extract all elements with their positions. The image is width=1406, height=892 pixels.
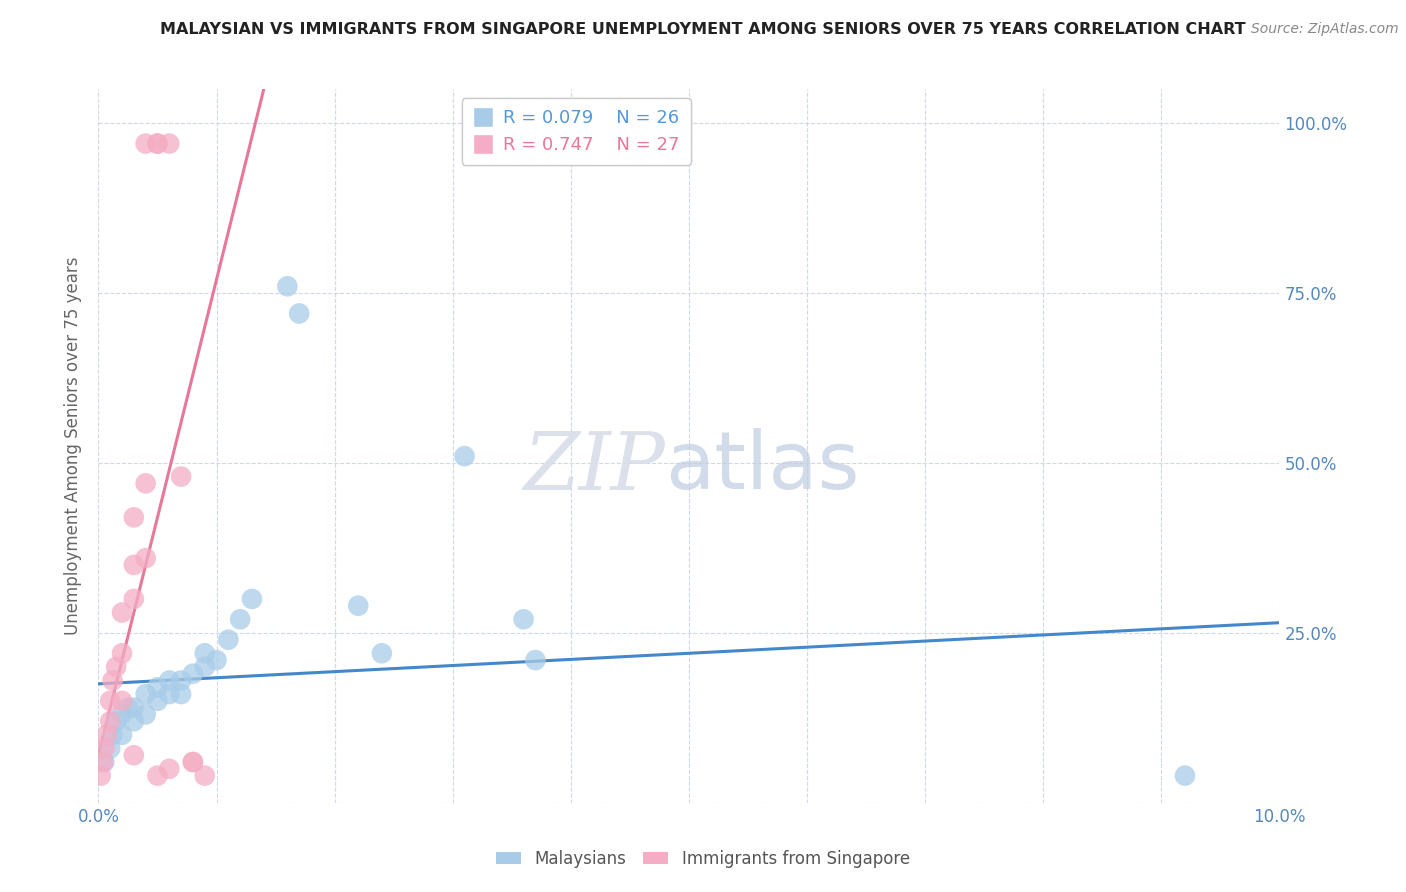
Point [524, 653, 547, 667]
Point [90, 769, 112, 783]
Point [135, 136, 157, 151]
Point [170, 469, 193, 483]
Point [111, 728, 134, 742]
Point [146, 136, 169, 151]
Point [111, 707, 134, 722]
Point [512, 612, 534, 626]
Point [371, 646, 394, 660]
Point [98, 694, 121, 708]
Point [93, 755, 115, 769]
Point [122, 714, 145, 729]
Point [135, 707, 157, 722]
Point [111, 646, 134, 660]
Point [105, 660, 128, 674]
Point [146, 694, 169, 708]
Point [111, 606, 134, 620]
Point [122, 558, 145, 572]
Point [194, 646, 217, 660]
Point [240, 591, 263, 606]
Point [146, 680, 169, 694]
Point [181, 666, 204, 681]
Point [157, 687, 180, 701]
Point [205, 653, 228, 667]
Point [98, 714, 121, 729]
Point [93, 741, 115, 756]
Point [111, 694, 134, 708]
Point [194, 660, 217, 674]
Point [146, 769, 169, 783]
Text: atlas: atlas [665, 428, 859, 507]
Point [276, 279, 298, 293]
Text: ZIP: ZIP [523, 429, 665, 506]
Point [229, 612, 252, 626]
Point [101, 728, 124, 742]
Point [122, 748, 145, 763]
Point [288, 306, 311, 320]
Point [157, 673, 180, 688]
Point [135, 476, 157, 491]
Legend: Malaysians, Immigrants from Singapore: Malaysians, Immigrants from Singapore [489, 844, 917, 875]
Point [181, 755, 204, 769]
Point [105, 714, 128, 729]
Point [347, 599, 370, 613]
Point [217, 632, 239, 647]
Point [194, 769, 217, 783]
Text: MALAYSIAN VS IMMIGRANTS FROM SINGAPORE UNEMPLOYMENT AMONG SENIORS OVER 75 YEARS : MALAYSIAN VS IMMIGRANTS FROM SINGAPORE U… [160, 22, 1246, 37]
Point [117, 700, 139, 714]
Point [135, 687, 157, 701]
Point [122, 700, 145, 714]
Point [146, 136, 169, 151]
Text: Source: ZipAtlas.com: Source: ZipAtlas.com [1251, 22, 1399, 37]
Point [1174, 769, 1197, 783]
Point [170, 687, 193, 701]
Point [122, 510, 145, 524]
Y-axis label: Unemployment Among Seniors over 75 years: Unemployment Among Seniors over 75 years [65, 257, 83, 635]
Point [453, 449, 475, 463]
Point [170, 673, 193, 688]
Point [96, 728, 118, 742]
Point [157, 762, 180, 776]
Point [122, 591, 145, 606]
Point [98, 741, 121, 756]
Point [181, 755, 204, 769]
Point [135, 551, 157, 566]
Point [157, 136, 180, 151]
Point [91, 755, 114, 769]
Point [101, 673, 124, 688]
Legend: R = 0.079    N = 26, R = 0.747    N = 27: R = 0.079 N = 26, R = 0.747 N = 27 [461, 98, 690, 165]
